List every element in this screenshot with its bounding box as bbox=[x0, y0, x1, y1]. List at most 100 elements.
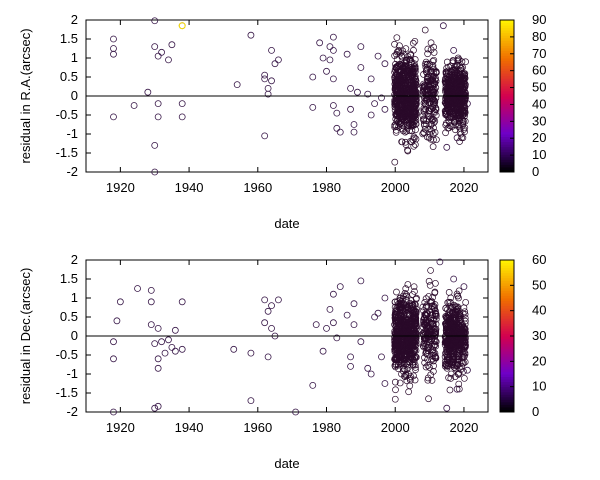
cluster-point bbox=[448, 102, 455, 109]
cluster-point bbox=[432, 311, 440, 318]
data-point bbox=[350, 121, 358, 128]
colorbar-tick-label: 10 bbox=[532, 379, 546, 394]
cluster-point bbox=[455, 351, 462, 359]
colorbar-swatch bbox=[500, 136, 514, 140]
cluster-point bbox=[430, 56, 438, 64]
cluster-point bbox=[423, 309, 430, 317]
colorbar-swatch bbox=[500, 270, 514, 274]
cluster-point bbox=[461, 374, 468, 382]
data-point bbox=[323, 324, 330, 332]
colorbar-tick-label: 90 bbox=[532, 12, 546, 27]
y-tick-label: -0.5 bbox=[56, 107, 78, 122]
cluster-point bbox=[411, 104, 418, 112]
colorbar-swatch bbox=[500, 22, 514, 26]
cluster-point bbox=[431, 354, 439, 361]
data-point bbox=[110, 113, 117, 121]
cluster-point bbox=[411, 376, 419, 384]
colorbar-tick-label: 60 bbox=[532, 252, 546, 267]
data-point bbox=[147, 298, 155, 306]
cluster-point bbox=[431, 326, 439, 333]
data-point bbox=[347, 362, 354, 370]
colorbar-swatch bbox=[500, 128, 514, 132]
colorbar-swatch bbox=[500, 58, 514, 62]
data-point bbox=[154, 355, 162, 363]
cluster-point bbox=[392, 126, 400, 134]
colorbar-swatch bbox=[500, 118, 514, 122]
cluster-point bbox=[401, 315, 409, 323]
cluster-point bbox=[420, 332, 428, 339]
cluster-point bbox=[404, 146, 411, 154]
cluster-point bbox=[419, 112, 427, 120]
data-point bbox=[347, 85, 354, 92]
cluster-point bbox=[402, 347, 410, 355]
colorbar-tick-label: 50 bbox=[532, 80, 546, 95]
cluster-point bbox=[412, 295, 420, 303]
cluster-point bbox=[391, 355, 398, 363]
data-point bbox=[319, 54, 327, 62]
cluster-point bbox=[392, 320, 400, 327]
colorbar-swatch bbox=[500, 103, 514, 107]
colorbar-swatch bbox=[500, 108, 514, 112]
data-point bbox=[247, 31, 255, 39]
cluster-point bbox=[402, 138, 409, 146]
cluster-point bbox=[443, 328, 451, 335]
colorbar-swatch bbox=[500, 123, 514, 127]
data-point bbox=[178, 100, 186, 107]
colorbar-swatch bbox=[500, 341, 514, 345]
cluster-point bbox=[458, 58, 466, 66]
data-point bbox=[151, 340, 159, 348]
x-axis-label-ra: date bbox=[274, 216, 299, 231]
colorbar-swatch bbox=[500, 351, 514, 355]
cluster-point bbox=[432, 106, 440, 114]
data-point bbox=[381, 105, 389, 113]
cluster-point bbox=[431, 101, 438, 109]
cluster-point bbox=[402, 291, 410, 299]
cluster-point bbox=[450, 74, 458, 81]
data-point bbox=[168, 343, 176, 351]
data-point bbox=[264, 90, 272, 98]
y-tick-label: 1 bbox=[71, 50, 78, 65]
data-point bbox=[264, 353, 272, 361]
cluster-point bbox=[446, 71, 453, 79]
cluster-point bbox=[461, 70, 469, 77]
colorbar-swatch bbox=[500, 290, 514, 294]
cluster-point bbox=[454, 337, 462, 345]
cluster-point bbox=[401, 111, 409, 119]
colorbar-swatch bbox=[500, 60, 514, 64]
data-point bbox=[336, 283, 344, 291]
data-point bbox=[374, 52, 382, 60]
cluster-point bbox=[422, 88, 429, 96]
cluster-point bbox=[391, 378, 399, 386]
colorbar-swatch bbox=[500, 134, 514, 138]
colorbar-swatch bbox=[500, 262, 514, 266]
cluster-point bbox=[391, 103, 399, 111]
cluster-point bbox=[393, 34, 401, 42]
cluster-point bbox=[430, 302, 438, 310]
cluster-point bbox=[442, 111, 449, 119]
cluster-point bbox=[452, 361, 460, 369]
cluster-point bbox=[431, 288, 439, 296]
colorbar-swatch bbox=[500, 308, 514, 312]
cluster-point bbox=[404, 281, 412, 288]
y-tick-label: -1.5 bbox=[56, 385, 78, 400]
cluster-point bbox=[424, 310, 431, 318]
colorbar-tick-label: 0 bbox=[532, 404, 539, 419]
cluster-point bbox=[447, 375, 455, 382]
cluster-point bbox=[405, 322, 412, 330]
y-ticks-dec: -2 -1.5 -1 -0.5 0 0.5 1 1.5 2 bbox=[56, 252, 488, 419]
data-point bbox=[178, 298, 186, 306]
cluster-point bbox=[401, 300, 408, 308]
colorbar-swatch bbox=[500, 285, 514, 289]
cluster-point bbox=[420, 116, 428, 124]
cluster-point bbox=[427, 39, 435, 47]
cluster-point bbox=[403, 102, 410, 110]
data-point bbox=[316, 39, 324, 47]
data-point bbox=[329, 102, 337, 109]
cluster-point bbox=[432, 111, 440, 119]
cluster-point bbox=[431, 307, 439, 315]
colorbar-swatch bbox=[500, 315, 514, 319]
data-point bbox=[158, 48, 165, 56]
cluster-point bbox=[424, 88, 432, 96]
colorbar-swatch bbox=[500, 164, 514, 168]
